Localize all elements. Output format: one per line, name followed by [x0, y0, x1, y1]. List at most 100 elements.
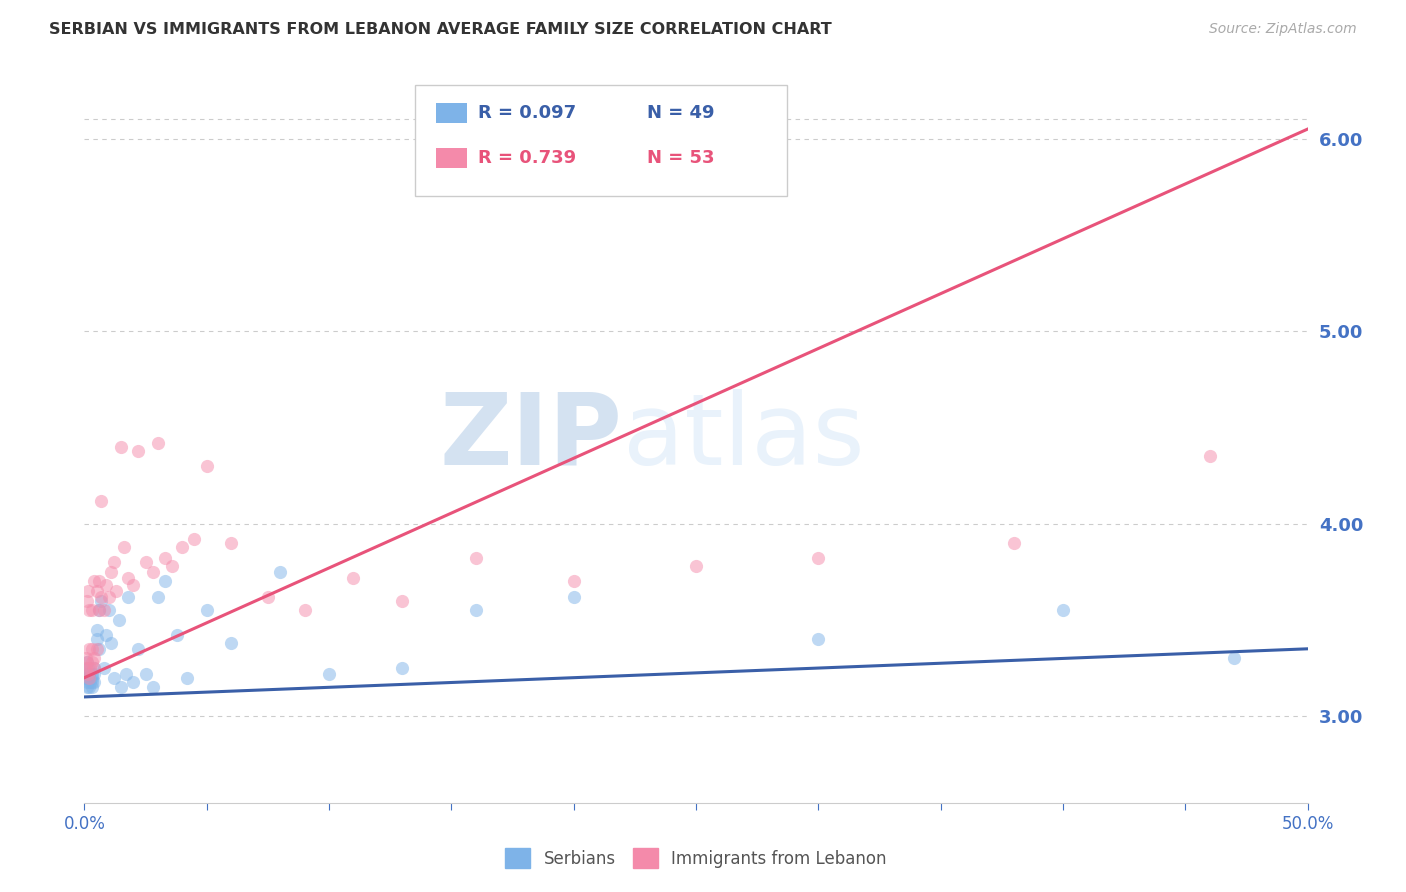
- Point: [103, 671, 125, 685]
- Point: [86, 641, 108, 656]
- Point: [86, 584, 108, 599]
- Point: [79, 674, 101, 689]
- Point: [464, 603, 486, 617]
- Point: [75, 666, 97, 681]
- Point: [219, 636, 242, 650]
- Point: [105, 584, 128, 599]
- Point: [685, 559, 707, 574]
- Point: [127, 443, 149, 458]
- Point: [195, 458, 218, 473]
- Point: [87, 641, 110, 656]
- Point: [183, 532, 205, 546]
- Point: [117, 590, 139, 604]
- Point: [75, 651, 97, 665]
- Point: [83, 661, 105, 675]
- Point: [257, 590, 280, 604]
- Text: atlas: atlas: [623, 389, 865, 485]
- Point: [269, 565, 291, 579]
- Text: SERBIAN VS IMMIGRANTS FROM LEBANON AVERAGE FAMILY SIZE CORRELATION CHART: SERBIAN VS IMMIGRANTS FROM LEBANON AVERA…: [49, 22, 832, 37]
- Point: [1198, 450, 1220, 464]
- Point: [153, 574, 176, 589]
- Point: [391, 593, 413, 607]
- Point: [107, 613, 129, 627]
- Point: [146, 590, 169, 604]
- Point: [117, 571, 139, 585]
- Point: [96, 628, 118, 642]
- Point: [112, 540, 135, 554]
- Point: [146, 435, 169, 450]
- Point: [83, 651, 105, 665]
- Text: N = 53: N = 53: [647, 149, 714, 167]
- Point: [135, 666, 157, 681]
- Point: [87, 603, 110, 617]
- Point: [807, 632, 830, 647]
- Point: [142, 681, 165, 695]
- Point: [80, 655, 103, 669]
- Point: [76, 681, 98, 695]
- Point: [97, 603, 120, 617]
- Point: [80, 603, 103, 617]
- Point: [76, 655, 98, 669]
- Point: [77, 681, 100, 695]
- Point: [80, 671, 103, 685]
- Point: [77, 603, 100, 617]
- Point: [77, 641, 100, 656]
- Point: [562, 574, 585, 589]
- Text: ZIP: ZIP: [440, 389, 623, 485]
- Point: [142, 565, 165, 579]
- Point: [80, 641, 103, 656]
- Point: [122, 674, 145, 689]
- Point: [162, 559, 184, 574]
- Point: [79, 661, 101, 675]
- Point: [76, 593, 98, 607]
- Point: [80, 674, 103, 689]
- Point: [342, 571, 364, 585]
- Point: [96, 578, 118, 592]
- Point: [195, 603, 218, 617]
- Point: [90, 590, 112, 604]
- Legend: Serbians, Immigrants from Lebanon: Serbians, Immigrants from Lebanon: [499, 841, 893, 875]
- Point: [93, 661, 115, 675]
- Point: [100, 565, 122, 579]
- Point: [77, 671, 100, 685]
- Point: [110, 681, 132, 695]
- Point: [103, 555, 125, 569]
- Point: [80, 681, 103, 695]
- Point: [100, 636, 122, 650]
- Point: [97, 590, 120, 604]
- Point: [87, 603, 110, 617]
- Point: [115, 666, 138, 681]
- Point: [1002, 536, 1025, 550]
- Text: Source: ZipAtlas.com: Source: ZipAtlas.com: [1209, 22, 1357, 37]
- Point: [166, 628, 188, 642]
- Point: [391, 661, 413, 675]
- Point: [90, 593, 112, 607]
- Point: [77, 661, 100, 675]
- Point: [77, 666, 100, 681]
- Point: [127, 641, 149, 656]
- Point: [110, 440, 132, 454]
- Point: [77, 671, 100, 685]
- Text: N = 49: N = 49: [647, 104, 714, 122]
- Point: [86, 623, 108, 637]
- Point: [219, 536, 242, 550]
- Point: [172, 540, 194, 554]
- Point: [86, 632, 108, 647]
- Point: [83, 574, 105, 589]
- Point: [87, 574, 110, 589]
- Point: [135, 555, 157, 569]
- Point: [1052, 603, 1074, 617]
- Point: [294, 603, 316, 617]
- Point: [76, 655, 98, 669]
- Point: [176, 671, 198, 685]
- Point: [153, 551, 176, 566]
- Point: [80, 666, 103, 681]
- Point: [76, 674, 98, 689]
- Point: [807, 551, 830, 566]
- Point: [562, 590, 585, 604]
- Point: [83, 666, 105, 681]
- Text: R = 0.097: R = 0.097: [478, 104, 576, 122]
- Point: [77, 666, 100, 681]
- Point: [83, 674, 105, 689]
- Text: R = 0.739: R = 0.739: [478, 149, 576, 167]
